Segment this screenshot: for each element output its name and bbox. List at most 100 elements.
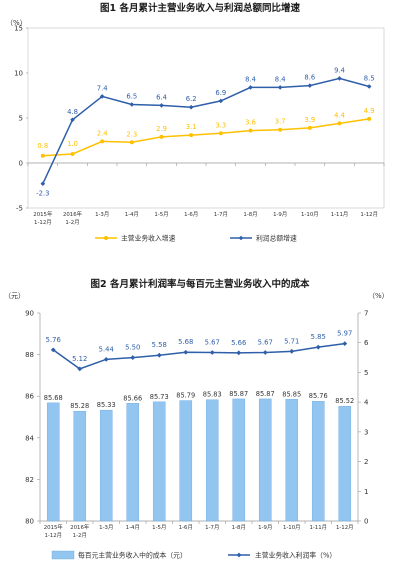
chart-1-data-point (337, 121, 342, 126)
chart-2-right-tick-label: 6 (364, 339, 369, 347)
chart-1-data-point (100, 139, 105, 144)
chart-2-bar-label: 85.87 (229, 390, 248, 398)
chart-1-data-label: 6.9 (215, 89, 226, 97)
chart-1-data-label: 2.4 (97, 129, 108, 137)
chart-1-data-label: 6.5 (126, 93, 137, 101)
chart-1-x-tick-label: 1-8月 (243, 211, 257, 218)
chart-2-x-tick-label: 1-12月 (336, 524, 354, 531)
chart-1-x-tick-label: 1-11月 (331, 211, 349, 218)
chart-1-x-tick-label: 2016年 (63, 210, 83, 218)
chart-1-legend-label: 主营业务收入增速 (121, 234, 176, 243)
chart-2-line-point (130, 355, 136, 360)
chart-2-legend-bar-label: 每百元主营业务收入中的成本（元） (78, 551, 187, 560)
chart-1-data-label: 8.4 (275, 75, 286, 83)
chart-1-data-point (277, 85, 283, 90)
chart-1-y-unit: （%） (6, 19, 27, 27)
chart-1-data-label: 4.8 (67, 108, 78, 116)
chart-1-data-label: 4.9 (364, 107, 375, 115)
chart-2-line-label: 5.97 (337, 330, 352, 338)
chart-2-bar (73, 410, 87, 522)
chart-1-data-label: 8.4 (245, 75, 256, 83)
chart-2-line-point (50, 347, 56, 353)
chart-1-data-label: 1.0 (67, 140, 78, 148)
chart-2-bar (311, 400, 325, 522)
chart-2-line-label: 5.67 (205, 339, 220, 347)
chart-2-left-tick-label: 80 (25, 518, 34, 526)
chart-2-left-tick-label: 90 (25, 310, 34, 318)
chart-2-bar-label: 85.68 (44, 394, 63, 402)
chart-1-data-label: 3.9 (304, 116, 315, 124)
chart-2-line-point (209, 350, 215, 355)
chart-1-y-tick-label: 10 (14, 70, 23, 78)
chart-2-x-tick-label: 2016年 (70, 523, 90, 531)
chart-2-left-tick-label: 88 (25, 351, 34, 359)
chart-2-bars: 85.68 85.28 85.33 85.66 85.73 85.79 85.83 85.87… (44, 390, 354, 522)
chart-1-data-point (218, 98, 224, 104)
chart-1-x-tick-label: 1-9月 (273, 211, 287, 218)
chart-2-line-point (77, 366, 83, 372)
chart-2-bar-label: 85.83 (203, 391, 222, 399)
chart-2-x-tick-label: 2015年 (44, 523, 64, 531)
chart-2-x-tick-label: 1-9月 (258, 524, 272, 531)
chart-2-bar (232, 398, 246, 522)
chart-2-right-tick-label: 5 (364, 369, 368, 377)
chart-1-y-tick-label: 15 (14, 25, 23, 33)
chart-1-x-tick-label: 1-2月 (65, 219, 79, 226)
chart-2-line-point (103, 356, 109, 362)
chart-1-x-tick-label: 1-3月 (95, 211, 109, 218)
chart-1-data-label: 9.4 (334, 66, 345, 74)
chart-2-bar-label: 85.52 (335, 397, 354, 405)
chart-2-bar-label: 85.87 (256, 390, 275, 398)
chart-1-x-tick-label: 1-12月 (34, 219, 52, 226)
chart-2-line-label: 5.50 (125, 344, 140, 352)
chart-2-line-label: 5.44 (99, 345, 114, 353)
chart-1-data-point (188, 104, 194, 110)
chart-1-legend: 主营业务收入增速 利润总额增速 (95, 234, 297, 243)
chart-1-x-tick-label: 1-12月 (360, 211, 378, 218)
chart-2-bar-label: 85.73 (150, 393, 169, 401)
chart-2-bar (205, 399, 219, 522)
chart-1-data-point (307, 125, 312, 130)
chart-1-data-point (337, 76, 342, 81)
chart-2-line-point (156, 352, 162, 358)
chart-1-data-point (70, 152, 75, 156)
chart-1-data-point (159, 134, 164, 139)
chart-2-line-label: 5.85 (311, 333, 326, 341)
chart-1-x-tick-label: 1-4月 (125, 211, 139, 218)
chart-1-legend-label: 利润总额增速 (256, 234, 297, 243)
chart-1-data-point (248, 128, 253, 133)
chart-1-data-label: 3.3 (215, 121, 226, 129)
chart-2-right-tick-label: 7 (364, 310, 368, 318)
chart-1-x-tick-label: 2015年 (33, 210, 53, 218)
chart-1-data-label: 0.8 (37, 142, 48, 150)
chart-1-data-point (189, 133, 194, 138)
chart-1-data-point (248, 85, 253, 90)
chart-1-data-label: 3.7 (275, 118, 286, 126)
chart-2-y-right-unit: （%） (368, 292, 389, 300)
chart-2: 图2 各月累计利润率与每百元主营业务收入中的成本 （元） （%） 8082848… (4, 278, 389, 560)
chart-2-line-point (289, 348, 295, 354)
chart-2-line-label: 5.71 (284, 337, 299, 345)
chart-2-line-series: 5.76 5.12 5.44 5.50 5.58 5.68 5.67 5.66 5.67 5.71… (46, 330, 352, 372)
chart-1-data-label: 2.3 (126, 130, 137, 138)
chart-2-x-tick-label: 1-10月 (283, 524, 301, 531)
chart-1-data-label: 8.6 (304, 74, 315, 82)
chart-1-data-label: 8.5 (364, 75, 375, 83)
chart-1-data-point (70, 117, 75, 123)
chart-2-line-point (262, 350, 268, 355)
chart-1: 图1 各月累计主营业务收入与利润总额同比增速 （%） -5 0 5 10 15 2015… (6, 2, 385, 243)
chart-2-bar (99, 409, 113, 522)
chart-1-data-label: 7.4 (97, 84, 108, 92)
chart-1-series-line (42, 77, 370, 185)
chart-2-x-tick-label: 1-6月 (179, 524, 193, 531)
chart-1-title: 图1 各月累计主营业务收入与利润总额同比增速 (100, 2, 300, 14)
chart-1-data-point (278, 127, 283, 132)
chart-1-data-point (218, 131, 223, 136)
chart-1-legend-marker (238, 235, 244, 241)
chart-2-x-tick-label: 1-8月 (232, 524, 246, 531)
chart-1-data-point (129, 140, 134, 145)
chart-2-axes: 80 82 84 86 88 90 0 1 2 3 4 5 6 7 (25, 310, 369, 526)
